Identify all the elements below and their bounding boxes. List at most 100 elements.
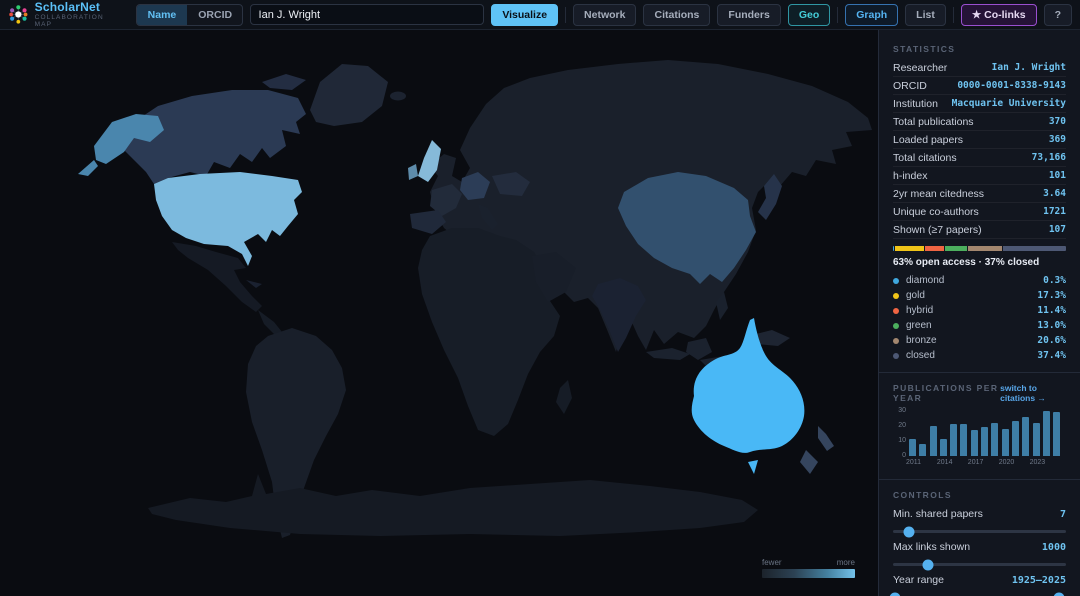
- geo-button[interactable]: Geo: [787, 3, 831, 26]
- oa-label: hybrid: [906, 305, 934, 316]
- stat-value: Ian J. Wright: [991, 62, 1066, 73]
- map-region-arctic: [262, 74, 306, 90]
- list-button[interactable]: List: [905, 3, 946, 26]
- pubs-per-year-chart: 0 10 20 30 2011 2014 2017 2020 2023: [893, 407, 1066, 470]
- scholarnet-logo-icon: [9, 5, 28, 24]
- map-region-alaska: [78, 160, 98, 176]
- map-region-china: [618, 172, 756, 284]
- oa-item-bronze: bronze 20.6%: [893, 333, 1066, 348]
- legend-fewer-label: fewer: [762, 558, 782, 567]
- oa-label: diamond: [906, 275, 945, 286]
- chart-bars: [909, 408, 1066, 456]
- divider: [879, 372, 1080, 373]
- open-access-breakdown: diamond 0.3% gold 17.3% hybrid 11.4% green 13.0…: [893, 273, 1066, 363]
- brand: ScholarNet COLLABORATION MAP: [8, 1, 123, 28]
- stat-value: 107: [1048, 224, 1066, 235]
- chart-bar-2011: [909, 439, 916, 456]
- oa-bar-segment-bronze: [967, 246, 1003, 251]
- legend-more-label: more: [836, 558, 855, 567]
- y-tick-20: 20: [898, 422, 906, 429]
- oa-item-closed: closed 37.4%: [893, 348, 1066, 363]
- chart-bar-2017: [970, 430, 978, 456]
- control-row: Year range 1925–2025: [893, 574, 1066, 586]
- stat-row: Institution Macquarie University: [893, 95, 1066, 113]
- oa-color-dot: [893, 277, 899, 284]
- y-tick-10: 10: [898, 437, 906, 444]
- slider-thumb[interactable]: [922, 559, 934, 570]
- map-density-legend: fewer more: [762, 558, 855, 578]
- world-map[interactable]: [0, 30, 878, 596]
- map-region-africa: [418, 228, 560, 436]
- oa-item-gold: gold 17.3%: [893, 288, 1066, 303]
- map-region-usa: [154, 172, 302, 266]
- x-tick-2017: 2017: [967, 459, 984, 466]
- oa-color-dot: [893, 337, 899, 344]
- map-region-new-zealand: [818, 426, 834, 451]
- control-value: 7: [1059, 508, 1066, 520]
- control-label: Max links shown: [893, 541, 971, 553]
- chart-bar-2015: [950, 424, 958, 456]
- oa-value: 13.0%: [1037, 320, 1066, 331]
- oa-label: green: [906, 320, 932, 331]
- slider-thumb-max[interactable]: [1053, 592, 1065, 596]
- help-button[interactable]: ?: [1043, 3, 1072, 26]
- y-tick-30: 30: [898, 407, 906, 414]
- mode-orcid-button[interactable]: ORCID: [187, 5, 241, 25]
- network-button[interactable]: Network: [573, 3, 637, 26]
- stat-row: Total citations 73,166: [893, 149, 1066, 167]
- chart-x-axis: 2011 2014 2017 2020 2023: [906, 459, 1066, 469]
- graph-button[interactable]: Graph: [845, 3, 899, 26]
- control-row: Min. shared papers 7: [893, 508, 1066, 520]
- top-navbar: ScholarNet COLLABORATION MAP Name ORCID …: [0, 0, 1080, 30]
- stat-label: h-index: [893, 169, 928, 182]
- divider: [837, 6, 839, 23]
- oa-item-green: green 13.0%: [893, 318, 1066, 333]
- control-value: 1925–2025: [1011, 574, 1066, 586]
- stat-value: 369: [1048, 134, 1066, 145]
- chart-bar-2020: [1001, 429, 1009, 456]
- slider-thumb-min[interactable]: [889, 592, 901, 596]
- map-region-italy: [478, 204, 498, 230]
- oa-color-dot: [893, 322, 899, 329]
- control-row: Max links shown 1000: [893, 541, 1066, 553]
- x-tick-2023: 2023: [1029, 459, 1046, 466]
- oa-color-dot: [893, 292, 899, 299]
- mode-name-button[interactable]: Name: [136, 4, 188, 25]
- stat-value: 3.64: [1043, 188, 1066, 199]
- map-region-arabia: [532, 252, 576, 302]
- stat-value: 73,166: [1031, 152, 1066, 163]
- oa-label: bronze: [906, 335, 937, 346]
- control-label: Min. shared papers: [893, 508, 983, 520]
- oa-value: 37.4%: [1037, 350, 1066, 361]
- x-tick-2020: 2020: [998, 459, 1015, 466]
- map-region-germany: [460, 172, 490, 200]
- stat-label: Shown (≥7 papers): [893, 223, 982, 236]
- funders-button[interactable]: Funders: [717, 3, 781, 26]
- stat-label: Total citations: [893, 151, 957, 164]
- x-tick-2014: 2014: [936, 459, 953, 466]
- map-region-new-zealand: [800, 450, 818, 474]
- visualize-button[interactable]: Visualize: [491, 3, 559, 26]
- stat-value: Macquarie University: [951, 98, 1066, 109]
- slider-thumb[interactable]: [903, 526, 915, 537]
- stat-row: Researcher Ian J. Wright: [893, 59, 1066, 77]
- divider: [879, 479, 1080, 480]
- chart-bar-2013: [929, 426, 937, 456]
- slider-track-min-shared-papers[interactable]: [893, 526, 1066, 537]
- divider: [952, 6, 954, 23]
- map-region-ireland: [408, 164, 418, 180]
- map-region-madagascar: [556, 380, 572, 414]
- slider-track-max-links-shown[interactable]: [893, 559, 1066, 570]
- stat-label: Total publications: [893, 115, 974, 128]
- stat-value: 1721: [1043, 206, 1066, 217]
- colinks-button[interactable]: ★ Co-links: [960, 3, 1037, 26]
- oa-value: 0.3%: [1043, 275, 1066, 286]
- oa-color-dot: [893, 352, 899, 359]
- switch-to-citations-link[interactable]: switch to citations →: [1000, 383, 1046, 403]
- chart-y-axis: 0 10 20 30: [893, 407, 909, 459]
- oa-item-hybrid: hybrid 11.4%: [893, 303, 1066, 318]
- oa-bar-segment-hybrid: [924, 246, 944, 251]
- stat-label: Unique co-authors: [893, 205, 979, 218]
- researcher-search-input[interactable]: [249, 4, 485, 25]
- citations-button[interactable]: Citations: [643, 3, 711, 26]
